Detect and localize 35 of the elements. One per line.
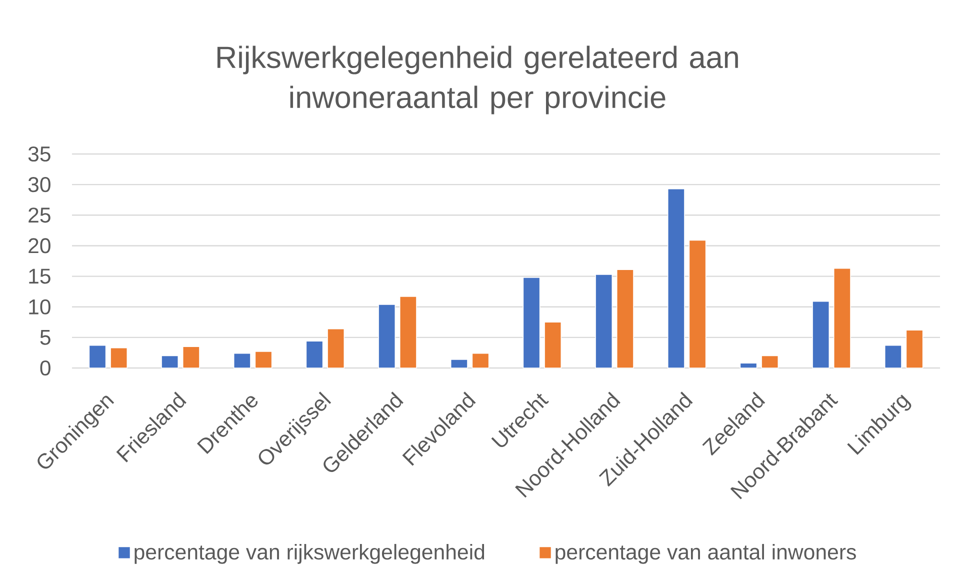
y-tick-label: 30 bbox=[28, 177, 50, 192]
bar bbox=[544, 322, 562, 368]
bar bbox=[110, 347, 128, 368]
bar bbox=[740, 362, 758, 368]
bar bbox=[450, 359, 468, 368]
bar bbox=[812, 300, 830, 368]
bar bbox=[833, 268, 851, 368]
y-tick-label: 15 bbox=[29, 268, 50, 284]
y-tick-label: 10 bbox=[29, 299, 50, 314]
y-tick-label: 25 bbox=[28, 208, 50, 223]
y-tick-label: 5 bbox=[40, 330, 50, 345]
bar bbox=[595, 274, 613, 368]
bar bbox=[306, 340, 324, 368]
bar bbox=[906, 330, 924, 368]
bar bbox=[472, 352, 490, 368]
bar bbox=[884, 344, 902, 368]
y-tick-label: 20 bbox=[28, 238, 50, 254]
bar bbox=[522, 277, 540, 368]
bar bbox=[254, 351, 272, 368]
bar bbox=[399, 296, 417, 368]
bar bbox=[88, 344, 106, 368]
bar bbox=[182, 346, 200, 368]
bar bbox=[761, 355, 779, 368]
bar bbox=[667, 188, 685, 368]
chart-title: Rijkswerkgelegenheid gerelateerd aan inwoneraantal per provincie bbox=[217, 46, 738, 114]
y-tick-label: 35 bbox=[28, 146, 50, 162]
legend-label: percentage van aantal inwoners bbox=[556, 544, 856, 564]
bar bbox=[688, 240, 706, 368]
bar bbox=[378, 304, 396, 368]
y-tick-label: 0 bbox=[40, 360, 50, 376]
legend-label: percentage van rijkswerkgelegenheid bbox=[134, 544, 484, 564]
bar bbox=[233, 352, 251, 368]
bar bbox=[161, 355, 179, 368]
bar bbox=[616, 269, 634, 368]
bar bbox=[327, 328, 345, 368]
